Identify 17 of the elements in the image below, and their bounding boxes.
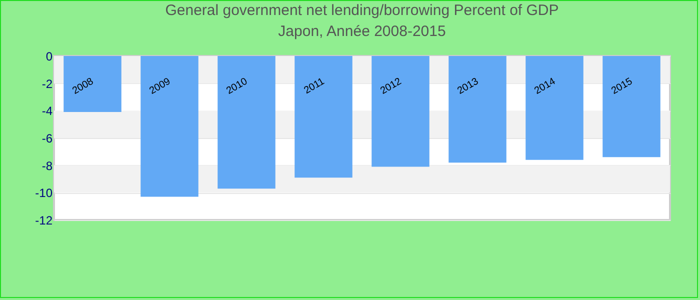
y-tick-label: -4 [42,104,53,118]
chart-title: General government net lending/borrowing Percent of GDP [165,2,559,19]
x-tick-label: 2013 [456,76,481,97]
y-tick-label: -12 [35,214,53,228]
y-tick-label: -2 [42,76,53,91]
y-tick-label: -6 [42,132,53,146]
x-tick-label: 2010 [224,76,250,97]
y-tick-label: 0 [46,50,53,64]
x-tick-label: 2009 [148,76,173,97]
x-tick-label: 2012 [378,76,404,97]
x-tick-label: 2011 [302,76,327,96]
chart-subtitle: Japon, Année 2008-2015 [278,23,446,40]
y-tick-label: -8 [42,158,53,173]
x-tick-label: 2008 [70,76,96,97]
y-tick-label: -10 [35,186,53,200]
x-tick-label: 2014 [532,76,558,97]
x-tick-label: 2015 [610,76,635,97]
